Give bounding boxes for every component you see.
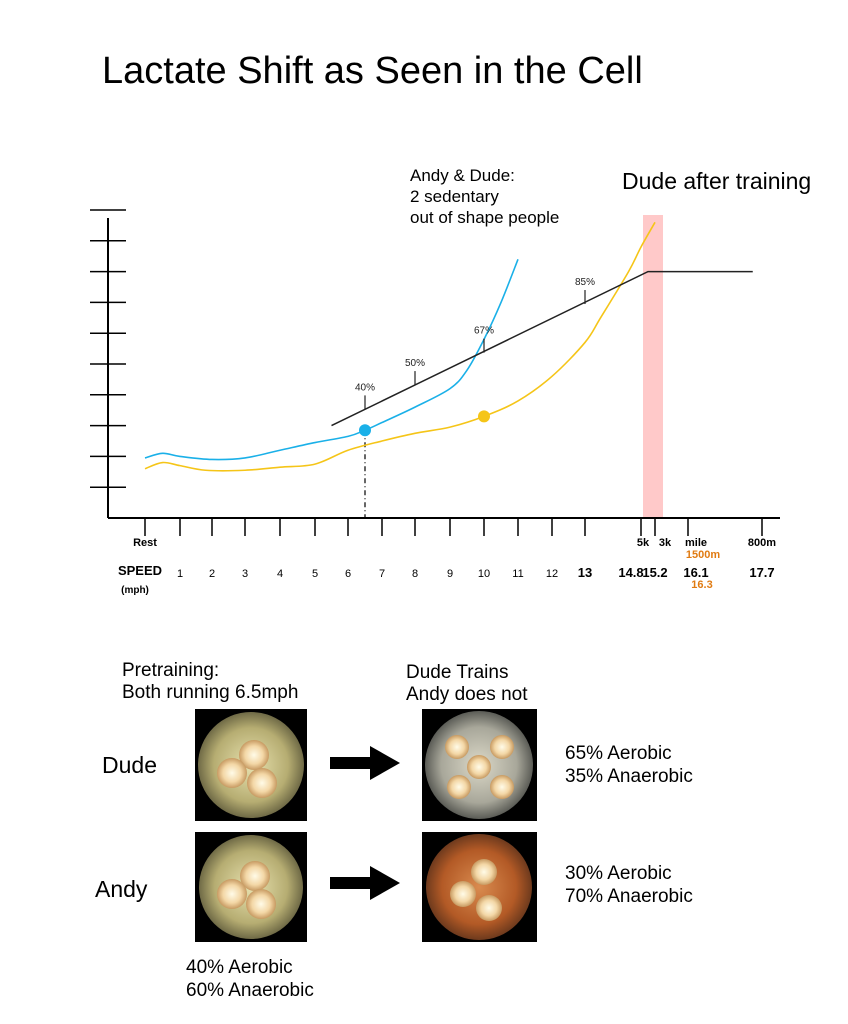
series-line-2 <box>331 270 753 427</box>
candle-photo-dude-after <box>422 709 537 821</box>
event-label: 800m <box>748 537 776 549</box>
event-label: 5k <box>637 537 650 549</box>
percentage-line: 70% Anaerobic <box>565 886 693 907</box>
page-title: Lactate Shift as Seen in the Cell <box>102 50 643 92</box>
speed-tick-label: 4 <box>277 568 283 580</box>
event-label: 3k <box>659 537 672 549</box>
series-marker-0 <box>359 424 371 437</box>
annotation-line: Andy & Dude: <box>410 166 515 185</box>
percentage-line: 60% Anaerobic <box>186 980 314 1001</box>
speed-tick-label: 9 <box>447 568 453 580</box>
speed-tick-label: 14.8 <box>618 565 643 580</box>
before-percentages: 40% Aerobic 60% Anaerobic <box>186 956 314 1002</box>
percent-label: 85% <box>575 277 595 288</box>
speed-alt-label: 16.3 <box>691 579 712 591</box>
arrow-right-icon <box>330 746 400 780</box>
speed-tick-label: 2 <box>209 568 215 580</box>
axis-ticks <box>90 209 763 536</box>
event-alt-label: 1500m <box>686 549 720 561</box>
heading-line: Pretraining: <box>122 660 220 681</box>
speed-tick-label: 5 <box>312 568 318 580</box>
speed-tick-label: 3 <box>242 568 248 580</box>
speed-tick-label: 11 <box>512 568 523 580</box>
percent-label: 50% <box>405 358 425 369</box>
event-label: mile <box>685 537 707 549</box>
pretraining-heading: Pretraining: Both running 6.5mph <box>122 660 298 704</box>
speed-tick-label: 7 <box>379 568 385 580</box>
annotation-line: out of shape people <box>410 208 560 227</box>
row-label-andy: Andy <box>95 876 148 902</box>
annotation-line: 2 sedentary <box>410 187 499 206</box>
speed-tick-label: 17.7 <box>749 565 774 580</box>
candle-photo-dude-before <box>195 709 307 821</box>
speed-tick-label: 15.2 <box>642 565 667 580</box>
after-training-label: Dude after training <box>622 168 812 194</box>
series-line-1 <box>144 221 656 472</box>
arrow-right-icon <box>330 866 400 900</box>
dude-after-percentages: 65% Aerobic 35% Anaerobic <box>565 742 693 788</box>
speed-tick-label: 8 <box>412 568 418 580</box>
candle-photo-andy-after <box>422 832 537 942</box>
race-band <box>643 215 663 518</box>
percentage-line: 40% Aerobic <box>186 957 293 978</box>
series-group: 40% 50% 67% 85% <box>144 221 753 472</box>
speed-tick-label: 10 <box>478 568 490 580</box>
speed-tick-label: 1 <box>177 568 183 580</box>
row-label-dude: Dude <box>102 752 157 778</box>
speed-tick-label: 16.1 <box>683 565 708 580</box>
heading-line: Dude Trains <box>406 662 509 683</box>
lactate-chart: 40% 50% 67% 85% Rest 5k 3k mile 800m 1500m SPEED (… <box>90 209 780 596</box>
sedentary-annotation: Andy & Dude: 2 sedentary out of shape pe… <box>410 165 559 228</box>
series-marker-1 <box>478 410 490 423</box>
x-axis-label: SPEED <box>118 563 162 578</box>
series-line-0 <box>144 258 519 461</box>
trained-heading: Dude Trains Andy does not <box>406 662 527 706</box>
percentage-line: 30% Aerobic <box>565 863 672 884</box>
percentage-line: 65% Aerobic <box>565 743 672 764</box>
candle-photo-andy-before <box>195 832 307 942</box>
x-axis-unit: (mph) <box>121 585 149 596</box>
speed-tick-label: 12 <box>546 568 558 580</box>
percent-label: 67% <box>474 326 494 337</box>
heading-line: Both running 6.5mph <box>122 682 299 703</box>
percent-label: 40% <box>355 382 375 393</box>
andy-after-percentages: 30% Aerobic 70% Anaerobic <box>565 862 693 908</box>
heading-line: Andy does not <box>406 684 528 705</box>
event-label: Rest <box>133 537 157 549</box>
percentage-line: 35% Anaerobic <box>565 766 693 787</box>
speed-tick-label: 6 <box>345 568 351 580</box>
speed-tick-label: 13 <box>578 565 592 580</box>
